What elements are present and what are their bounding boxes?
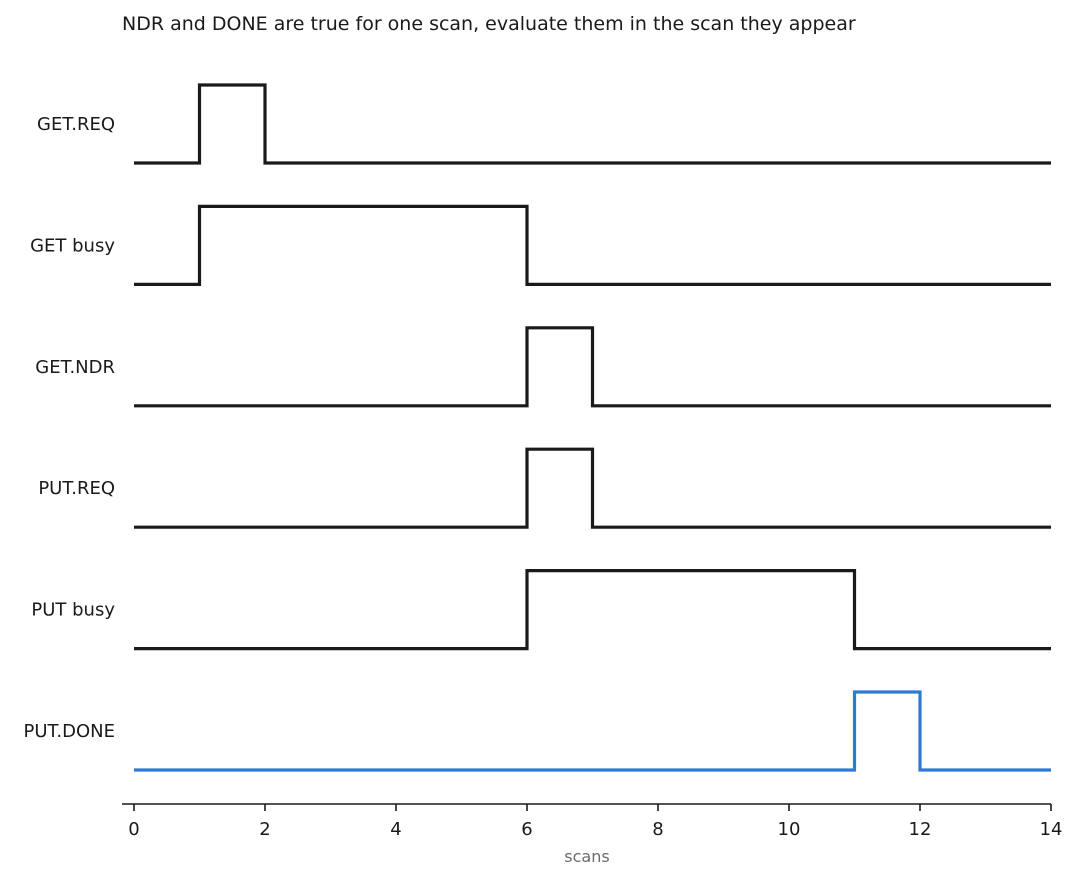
- x-tick-label: 12: [909, 819, 932, 840]
- signal-label: GET busy: [30, 235, 115, 256]
- x-tick-label: 0: [128, 819, 139, 840]
- signal-traces: [134, 83, 1051, 772]
- x-tick-label: 4: [390, 819, 401, 840]
- x-tick-label: 14: [1040, 819, 1063, 840]
- trace-put-busy: [134, 569, 1051, 651]
- signal-label: GET.REQ: [37, 114, 115, 135]
- x-axis: 0 2 4 6 8 10 12 14: [122, 803, 1063, 840]
- x-tick-label: 10: [778, 819, 801, 840]
- signal-labels: GET.REQ GET busy GET.NDR PUT.REQ PUT busy PUT…: [24, 114, 116, 742]
- trace-get-ndr: [134, 326, 1051, 408]
- trace-put-req: [134, 447, 1051, 529]
- x-axis-title: scans: [564, 847, 609, 866]
- trace-get-req: [134, 83, 1051, 165]
- chart-title: NDR and DONE are true for one scan, eval…: [122, 13, 856, 35]
- signal-label: PUT.DONE: [24, 721, 115, 742]
- signal-label: PUT.REQ: [38, 478, 115, 499]
- x-tick-label: 6: [521, 819, 532, 840]
- trace-get-busy: [134, 204, 1051, 286]
- x-tick-label: 8: [652, 819, 663, 840]
- signal-label: GET.NDR: [35, 357, 115, 378]
- signal-label: PUT busy: [31, 600, 115, 621]
- trace-put-done: [134, 690, 1051, 772]
- x-tick-label: 2: [259, 819, 270, 840]
